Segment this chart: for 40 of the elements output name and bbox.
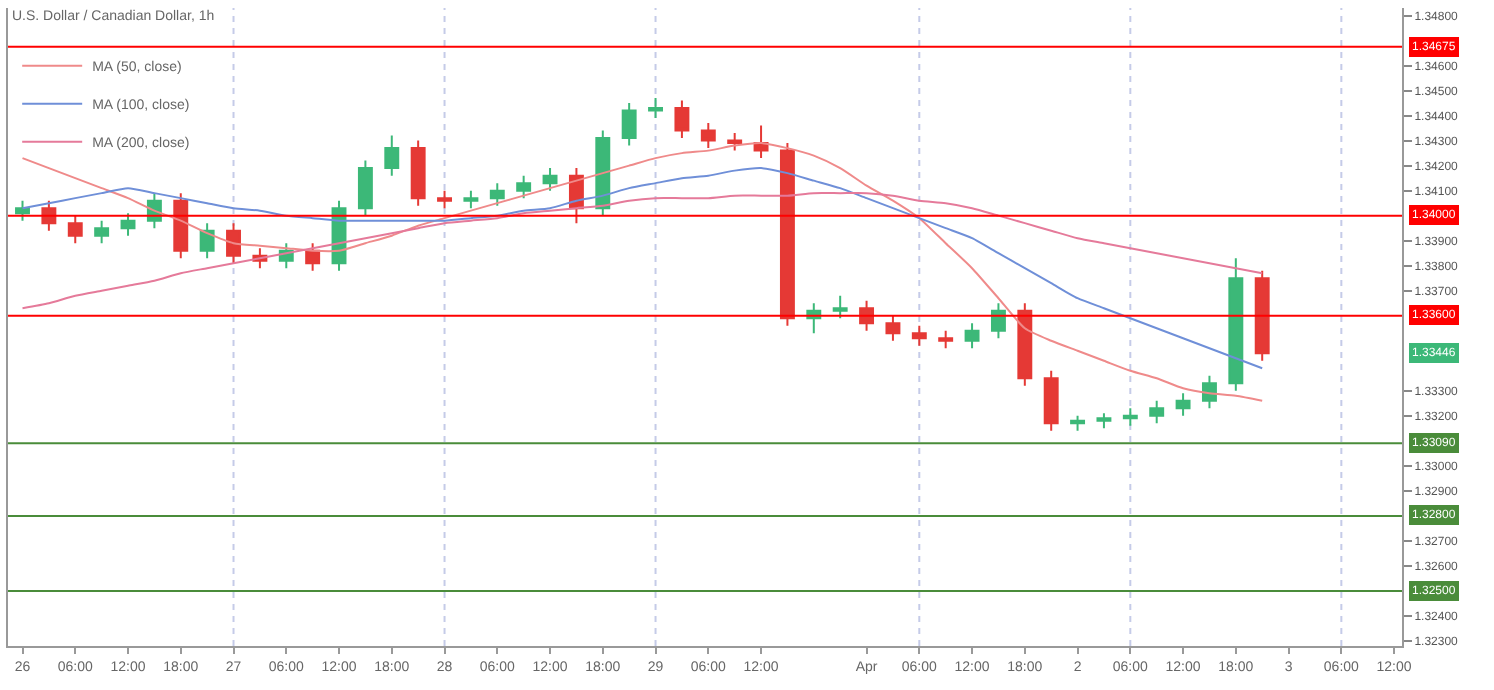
candlestick bbox=[1175, 392, 1191, 417]
candlestick bbox=[1254, 269, 1270, 362]
candlestick bbox=[964, 322, 980, 350]
candlestick bbox=[516, 174, 532, 200]
candlestick bbox=[120, 212, 136, 237]
candlestick bbox=[885, 314, 901, 342]
candlestick bbox=[1149, 399, 1165, 425]
candlestick bbox=[911, 324, 927, 347]
candlestick bbox=[1096, 412, 1112, 430]
line-series bbox=[21, 192, 1264, 310]
candlestick bbox=[94, 219, 110, 245]
candlestick bbox=[410, 139, 426, 207]
candlestick bbox=[1043, 369, 1059, 432]
candlestick bbox=[1228, 257, 1244, 392]
candlestick bbox=[938, 329, 954, 350]
candlestick bbox=[542, 167, 558, 192]
candlestick bbox=[1201, 374, 1217, 410]
candlestick bbox=[357, 159, 373, 217]
candlestick bbox=[753, 124, 769, 160]
line-series bbox=[21, 167, 1264, 370]
candlestick bbox=[199, 222, 215, 260]
candlestick bbox=[437, 189, 452, 210]
candlestick bbox=[832, 294, 848, 320]
candlestick bbox=[173, 192, 189, 260]
candlestick bbox=[621, 102, 637, 147]
candlestick bbox=[727, 132, 743, 152]
candlestick bbox=[384, 134, 400, 177]
candlestick bbox=[489, 182, 505, 207]
candlestick bbox=[595, 129, 611, 217]
candlestick bbox=[779, 142, 795, 327]
candlestick bbox=[1017, 302, 1033, 387]
candlestick bbox=[1122, 407, 1138, 427]
candlestick bbox=[226, 222, 241, 265]
candlestick bbox=[700, 122, 716, 150]
candlestick bbox=[674, 99, 690, 140]
candlestick bbox=[648, 97, 663, 120]
candlestick bbox=[15, 199, 30, 222]
candlestick bbox=[67, 214, 83, 245]
candlestick bbox=[1070, 414, 1086, 432]
candlestick bbox=[463, 189, 479, 210]
